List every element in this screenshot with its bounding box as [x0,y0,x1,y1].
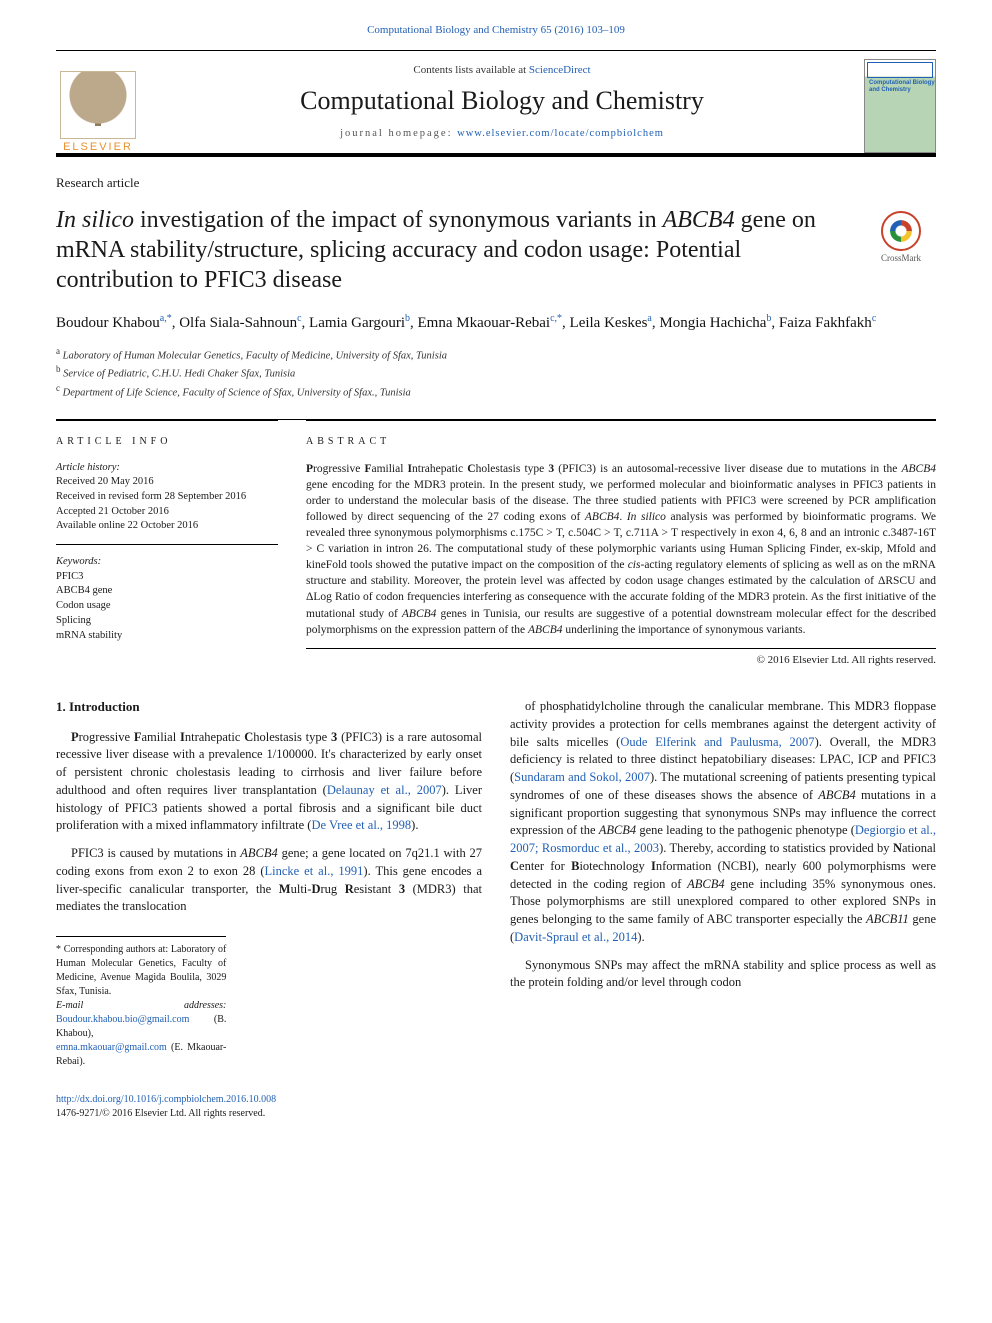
journal-cover-title: Computational Biology and Chemistry [869,80,935,93]
affiliation-line: b Service of Pediatric, C.H.U. Hedi Chak… [56,363,936,382]
crossmark-widget[interactable]: CrossMark [866,205,936,263]
author-name: Lamia Gargouri [309,315,405,331]
article-info-column: ARTICLE INFO Article history: Received 2… [56,420,278,668]
author-affil-sup: b [766,313,771,324]
email-link-1[interactable]: Boudour.khabou.bio@gmail.com [56,1014,189,1025]
affiliation-line: a Laboratory of Human Molecular Genetics… [56,345,936,364]
doi-link[interactable]: http://dx.doi.org/10.1016/j.compbiolchem… [56,1094,276,1105]
author-affil-sup: b [405,313,410,324]
contents-prefix: Contents lists available at [413,64,528,76]
elsevier-tree-icon [60,71,136,139]
affiliation-list: a Laboratory of Human Molecular Genetics… [56,345,936,401]
corresponding-note: * Corresponding authors at: Laboratory o… [56,943,226,999]
abstract-text: Progressive Familial Intrahepatic Choles… [306,461,936,649]
author-name: Faiza Fakhfakh [779,315,872,331]
author-affil-sup: a [647,313,651,324]
author-list: Boudour Khaboua,*, Olfa Siala-Sahnounc, … [56,311,936,335]
keyword: mRNA stability [56,629,278,644]
elsevier-logo: ELSEVIER [56,59,140,153]
abstract-copyright: © 2016 Elsevier Ltd. All rights reserved… [306,653,936,668]
contents-available-line: Contents lists available at ScienceDirec… [158,64,846,76]
homepage-prefix: journal homepage: [340,128,457,139]
journal-name: Computational Biology and Chemistry [158,86,846,116]
keyword: Splicing [56,614,278,629]
article-title: In silico investigation of the impact of… [56,205,848,295]
page-footer: http://dx.doi.org/10.1016/j.compbiolchem… [56,1093,936,1121]
journal-homepage-link[interactable]: www.elsevier.com/locate/compbiolchem [457,128,664,139]
article-history-heading: Article history: [56,461,278,476]
header-center: Contents lists available at ScienceDirec… [158,64,846,149]
keyword: PFIC3 [56,570,278,585]
author-name: Mongia Hachicha [659,315,766,331]
keywords-block: Keywords: PFIC3ABCB4 geneCodon usageSpli… [56,555,278,653]
email-line: E-mail addresses: Boudour.khabou.bio@gma… [56,999,226,1069]
elsevier-wordmark: ELSEVIER [63,141,133,153]
body-paragraph: of phosphatidylcholine through the canal… [510,698,936,947]
history-line: Accepted 21 October 2016 [56,505,278,520]
history-line: Received in revised form 28 September 20… [56,490,278,505]
abstract-column: ABSTRACT Progressive Familial Intrahepat… [306,420,936,668]
article-info-heading: ARTICLE INFO [56,435,278,449]
author-name: Emna Mkaouar-Rebai [418,315,551,331]
keywords-heading: Keywords: [56,555,278,570]
author-name: Leila Keskes [570,315,648,331]
email-label: E-mail addresses: [56,1000,226,1011]
keyword: Codon usage [56,599,278,614]
crossmark-icon [881,211,921,251]
article-type: Research article [56,175,936,191]
journal-homepage-line: journal homepage: www.elsevier.com/locat… [158,128,846,139]
body-paragraph: Synonymous SNPs may affect the mRNA stab… [510,957,936,993]
affiliation-line: c Department of Life Science, Faculty of… [56,382,936,401]
article-history-block: Article history: Received 20 May 2016Rec… [56,461,278,545]
author-affil-sup: c [872,313,876,324]
page-header-citation: Computational Biology and Chemistry 65 (… [56,24,936,36]
journal-header: ELSEVIER Contents lists available at Sci… [56,50,936,157]
author-affil-sup: c,* [550,313,562,324]
sciencedirect-link[interactable]: ScienceDirect [529,64,591,76]
crossmark-label: CrossMark [881,253,921,263]
corresponding-author-footnote: * Corresponding authors at: Laboratory o… [56,936,226,1069]
author-name: Olfa Siala-Sahnoun [179,315,297,331]
section-heading-introduction: 1. Introduction [56,698,482,716]
body-paragraph: PFIC3 is caused by mutations in ABCB4 ge… [56,845,482,916]
email-link-2[interactable]: emna.mkaouar@gmail.com [56,1042,167,1053]
author-affil-sup: a,* [160,313,172,324]
abstract-heading: ABSTRACT [306,435,936,449]
article-body: 1. Introduction Progressive Familial Int… [56,698,936,1069]
body-paragraph: Progressive Familial Intrahepatic Choles… [56,729,482,836]
author-affil-sup: c [297,313,301,324]
author-name: Boudour Khabou [56,315,160,331]
issn-copyright-line: 1476-9271/© 2016 Elsevier Ltd. All right… [56,1108,265,1119]
keyword: ABCB4 gene [56,584,278,599]
history-line: Available online 22 October 2016 [56,519,278,534]
journal-cover-thumbnail: Computational Biology and Chemistry [864,59,936,153]
history-line: Received 20 May 2016 [56,475,278,490]
